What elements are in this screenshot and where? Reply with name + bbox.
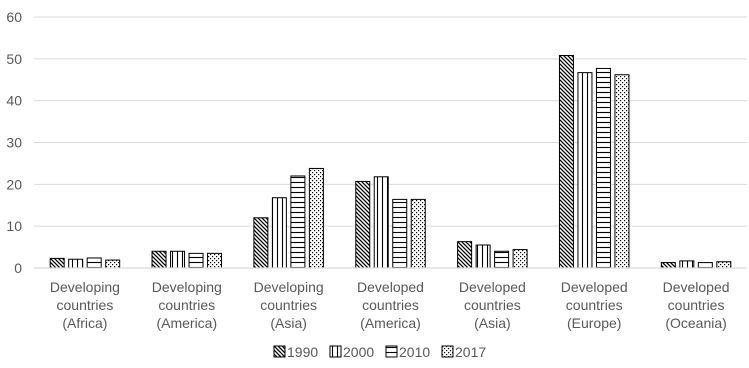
y-tick-label: 40 bbox=[6, 93, 22, 109]
y-tick-label: 30 bbox=[6, 135, 22, 151]
category-label-line: countries bbox=[668, 297, 725, 313]
category-label-line: (Africa) bbox=[62, 315, 107, 331]
legend-swatch bbox=[441, 345, 454, 358]
category-label-line: Developed bbox=[663, 279, 730, 295]
y-tick-label: 20 bbox=[6, 176, 22, 192]
legend-item-2017: 2017 bbox=[441, 344, 486, 360]
bar-2000 bbox=[475, 244, 491, 269]
legend-item-2010: 2010 bbox=[385, 344, 430, 360]
bar-2010 bbox=[188, 252, 204, 269]
category-label-line: Developing bbox=[50, 279, 120, 295]
category-label: Developing countries (Africa) bbox=[50, 279, 120, 331]
bar-2000 bbox=[679, 260, 695, 269]
y-tick-label: 0 bbox=[14, 260, 22, 276]
category-label-line: countries bbox=[566, 297, 623, 313]
bar-2000 bbox=[577, 72, 593, 269]
category-label-line: countries bbox=[362, 297, 419, 313]
category-label: Developed countries (Asia) bbox=[459, 279, 526, 331]
category-label-line: (America) bbox=[156, 315, 217, 331]
category-label: Developing countries (America) bbox=[152, 279, 222, 331]
category-label-line: (Europe) bbox=[567, 315, 621, 331]
legend-item-2000: 2000 bbox=[329, 344, 374, 360]
legend-swatch bbox=[329, 345, 342, 358]
category-label: Developing countries (Asia) bbox=[254, 279, 324, 331]
gridlines bbox=[34, 16, 747, 227]
category-label-line: Developing bbox=[254, 279, 324, 295]
bar-1990 bbox=[457, 241, 473, 269]
bar-2017 bbox=[410, 198, 426, 269]
legend-swatch bbox=[273, 345, 286, 358]
legend-label: 2017 bbox=[455, 344, 486, 360]
category-label-line: (Asia) bbox=[270, 315, 307, 331]
category-label-line: (America) bbox=[360, 315, 421, 331]
bar-2017 bbox=[614, 74, 630, 269]
bar-2010 bbox=[392, 198, 408, 269]
category-label-line: countries bbox=[464, 297, 521, 313]
bar-2017 bbox=[105, 259, 121, 269]
bar-2000 bbox=[373, 176, 389, 269]
category-label-line: Developed bbox=[459, 279, 526, 295]
category-label: Developed countries (America) bbox=[357, 279, 424, 331]
category-label-line: Developing bbox=[152, 279, 222, 295]
y-tick-label: 10 bbox=[6, 218, 22, 234]
bar-2017 bbox=[716, 261, 732, 269]
bar-2010 bbox=[595, 67, 611, 269]
bar-1990 bbox=[151, 250, 167, 269]
bar-2017 bbox=[207, 252, 223, 269]
bar-2010 bbox=[697, 262, 713, 269]
legend-swatch bbox=[385, 345, 398, 358]
category-label-line: countries bbox=[158, 297, 215, 313]
legend: 1990 2000 2010 2017 bbox=[273, 344, 486, 360]
bar-1990 bbox=[253, 217, 269, 269]
legend-label: 2000 bbox=[343, 344, 374, 360]
category-label: Developed countries (Europe) bbox=[561, 279, 628, 331]
bar-1990 bbox=[558, 54, 574, 269]
bar-2010 bbox=[86, 257, 102, 269]
bar-1990 bbox=[49, 257, 65, 269]
bar-2010 bbox=[494, 250, 510, 269]
y-tick-label: 60 bbox=[6, 9, 22, 25]
category-labels: Developing countries (Africa) Developing cou… bbox=[50, 279, 730, 331]
bar-2010 bbox=[290, 175, 306, 269]
bar-2000 bbox=[68, 258, 84, 269]
bar-1990 bbox=[660, 262, 676, 269]
bars bbox=[49, 54, 732, 269]
bar-2000 bbox=[170, 250, 186, 269]
legend-item-1990: 1990 bbox=[273, 344, 318, 360]
category-label-line: countries bbox=[57, 297, 114, 313]
category-label: Developed countries (Oceania) bbox=[663, 279, 730, 331]
legend-label: 1990 bbox=[287, 344, 318, 360]
y-tick-label: 50 bbox=[6, 51, 22, 67]
category-label-line: countries bbox=[260, 297, 317, 313]
category-label-line: Developed bbox=[357, 279, 424, 295]
category-label-line: (Oceania) bbox=[665, 315, 726, 331]
legend-label: 2010 bbox=[399, 344, 430, 360]
category-label-line: Developed bbox=[561, 279, 628, 295]
category-label-line: (Asia) bbox=[474, 315, 511, 331]
y-axis-tick-labels: 0 10 20 30 40 50 60 bbox=[6, 9, 22, 276]
bar-2000 bbox=[271, 197, 287, 269]
bar-2017 bbox=[512, 249, 528, 269]
bar-2017 bbox=[308, 167, 324, 269]
bar-1990 bbox=[355, 180, 371, 269]
